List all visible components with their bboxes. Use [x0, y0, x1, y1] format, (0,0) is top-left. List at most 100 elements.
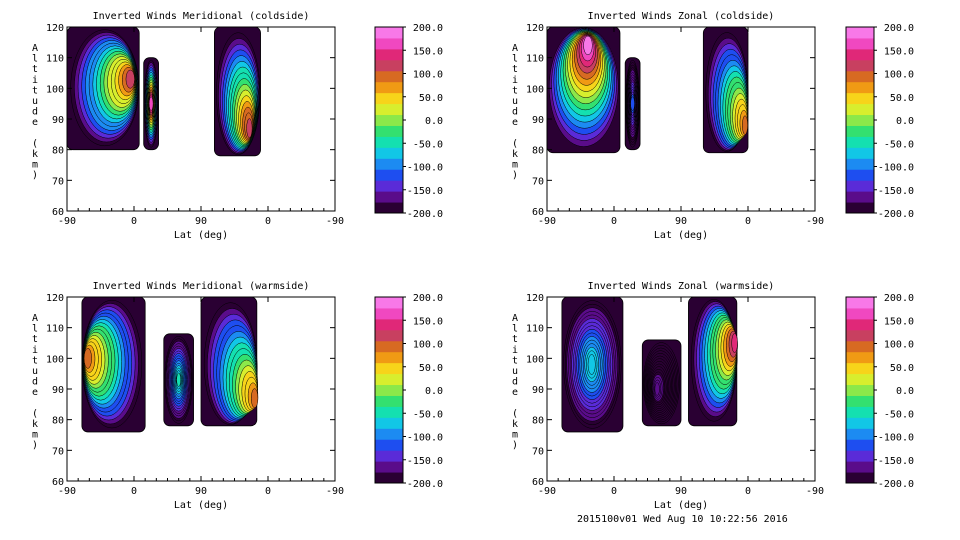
x-tick-label: 0 — [611, 216, 617, 227]
contour-region — [81, 297, 146, 433]
colorbar-swatch — [375, 329, 403, 342]
colorbar-swatch — [375, 59, 403, 72]
x-axis-label: Lat (deg) — [174, 230, 228, 241]
contour-band — [742, 115, 748, 135]
colorbar-label: -150.0 — [878, 456, 914, 467]
y-tick-label: 70 — [532, 176, 544, 187]
colorbar-swatch — [846, 417, 874, 429]
panel-zonal-warmside: Inverted Winds Zonal (warmside) 60 70 80 90 1… — [512, 281, 914, 511]
contour-field — [547, 27, 749, 154]
colorbar-label: -100.0 — [878, 163, 914, 174]
contour-region — [200, 297, 259, 427]
panel-meridional-coldside: Inverted Winds Meridional (coldside) 60 70… — [32, 11, 443, 241]
colorbar-label: 150.0 — [884, 316, 914, 327]
colorbar-swatch — [846, 136, 874, 148]
colorbar-label: 150.0 — [884, 46, 914, 57]
y-tick-label: 70 — [52, 446, 64, 457]
colorbar-swatch — [375, 406, 403, 418]
x-tick-label: 0 — [265, 216, 271, 227]
colorbar-swatch — [846, 406, 874, 418]
x-tick-label: -90 — [806, 486, 824, 497]
colorbar-label: -200.0 — [407, 209, 443, 220]
y-tick-label: 120 — [526, 23, 544, 34]
y-tick-label: 60 — [52, 477, 64, 488]
colorbar-label: 200.0 — [413, 293, 443, 304]
colorbar-label: 50.0 — [890, 363, 914, 374]
colorbar-swatch — [846, 472, 874, 484]
colorbar-label: 0.0 — [425, 386, 443, 397]
x-axis-label: Lat (deg) — [654, 500, 708, 511]
y-tick-label: 120 — [46, 23, 64, 34]
colorbar-label: 150.0 — [413, 316, 443, 327]
contour-band — [246, 118, 253, 139]
colorbar-swatch — [375, 340, 403, 353]
colorbar-swatch — [375, 461, 403, 473]
y-tick-label: 80 — [52, 146, 64, 157]
contour-region — [67, 27, 140, 151]
contour-band — [587, 354, 596, 375]
panel-zonal-coldside: Inverted Winds Zonal (coldside) 60 70 80 90 1… — [512, 11, 914, 241]
colorbar-swatch — [846, 362, 874, 375]
x-tick-label: 90 — [675, 216, 687, 227]
colorbar-swatch — [846, 191, 874, 203]
colorbar-swatch — [846, 125, 874, 137]
y-tick-label: 100 — [526, 354, 544, 365]
colorbar-label: 100.0 — [413, 70, 443, 81]
y-tick-label: 100 — [526, 84, 544, 95]
colorbar-swatch — [846, 307, 874, 320]
colorbar-label: 100.0 — [884, 340, 914, 351]
colorbar-label: 150.0 — [413, 46, 443, 57]
colorbar-swatch — [846, 297, 874, 309]
colorbar-label: 100.0 — [413, 340, 443, 351]
colorbar-swatch — [846, 329, 874, 342]
y-tick-label: 100 — [46, 354, 64, 365]
chart-title: Inverted Winds Zonal (coldside) — [588, 11, 775, 22]
colorbar-swatch — [375, 417, 403, 429]
contour-region — [547, 27, 621, 154]
colorbar-swatch — [846, 81, 874, 94]
colorbar-label: -50.0 — [413, 139, 443, 150]
y-tick-label: 110 — [46, 54, 64, 65]
colorbar-label: -150.0 — [407, 186, 443, 197]
colorbar-swatch — [846, 461, 874, 473]
colorbar-swatch — [375, 439, 403, 451]
x-tick-label: 90 — [675, 486, 687, 497]
contour-band — [251, 388, 259, 409]
y-tick-label: 70 — [52, 176, 64, 187]
x-tick-label: 90 — [195, 486, 207, 497]
x-tick-label: 0 — [611, 486, 617, 497]
colorbar: 200.0 150.0 100.0 50.0 0.0 -50.0 -100.0 -150.0 -… — [374, 23, 443, 220]
colorbar-label: 0.0 — [896, 386, 914, 397]
colorbar-swatch — [846, 428, 874, 440]
colorbar-swatch — [846, 158, 874, 170]
colorbar-label: -200.0 — [407, 479, 443, 490]
colorbar-swatch — [375, 297, 403, 309]
x-tick-label: 0 — [745, 486, 751, 497]
colorbar-swatch — [375, 318, 403, 331]
colorbar-swatch — [375, 103, 403, 116]
colorbar-swatch — [375, 92, 403, 105]
colorbar-swatch — [846, 450, 874, 462]
colorbar-swatch — [375, 373, 403, 386]
colorbar-label: -100.0 — [407, 433, 443, 444]
x-tick-label: 0 — [131, 216, 137, 227]
colorbar-swatch — [375, 169, 403, 181]
y-tick-label: 60 — [532, 207, 544, 218]
colorbar-swatch — [846, 439, 874, 451]
panel-meridional-warmside: Inverted Winds Meridional (warmside) 60 70… — [32, 281, 443, 511]
colorbar-label: -100.0 — [878, 433, 914, 444]
colorbar-swatch — [375, 180, 403, 192]
contour-field — [67, 27, 261, 157]
y-tick-label: 120 — [526, 293, 544, 304]
y-tick-label: 100 — [46, 84, 64, 95]
x-axis-label: Lat (deg) — [174, 500, 228, 511]
colorbar-label: 0.0 — [896, 116, 914, 127]
colorbar-swatch — [375, 395, 403, 407]
colorbar-swatch — [846, 351, 874, 364]
colorbar-swatch — [375, 27, 403, 39]
y-tick-label: 80 — [532, 146, 544, 157]
colorbar-label: 50.0 — [419, 363, 443, 374]
x-tick-label: -90 — [806, 216, 824, 227]
